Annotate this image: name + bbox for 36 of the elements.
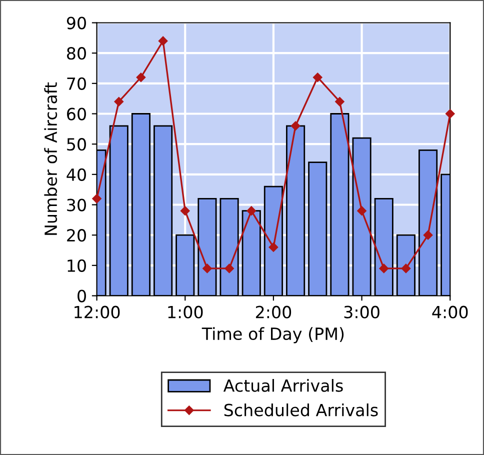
point bbox=[224, 264, 234, 274]
point bbox=[92, 194, 102, 204]
y-tick-label: 20 bbox=[67, 229, 86, 242]
y-tick-label: 90 bbox=[66, 16, 86, 30]
x-tick-label: 4:00 bbox=[432, 306, 468, 318]
y-tick-label: 0 bbox=[78, 290, 86, 302]
y-tick-label: 40 bbox=[66, 168, 86, 181]
point bbox=[313, 72, 322, 82]
x-tick-label: 12:00 bbox=[74, 306, 120, 318]
point bbox=[136, 72, 146, 82]
x-axis-title: Time of Day (PM) bbox=[202, 327, 344, 344]
legend-label: Actual Arrivals bbox=[223, 379, 343, 392]
y-tick-label: 60 bbox=[67, 108, 86, 120]
point bbox=[114, 96, 124, 106]
legend-label: Scheduled Arrivals bbox=[224, 403, 378, 416]
x-tick-label: 3:00 bbox=[344, 306, 380, 318]
point bbox=[202, 264, 212, 274]
y-tick-label: 10 bbox=[68, 259, 86, 272]
point bbox=[290, 121, 300, 131]
y-tick-label: 50 bbox=[67, 138, 86, 151]
y-tick-label: 80 bbox=[67, 47, 86, 60]
x-tick-label: 2:00 bbox=[256, 306, 292, 318]
y-tick-label: 70 bbox=[67, 77, 86, 90]
x-tick-label: 1:00 bbox=[168, 306, 203, 318]
y-axis-title: Number of Aircraft bbox=[44, 82, 58, 235]
point bbox=[445, 109, 455, 118]
point bbox=[423, 230, 433, 240]
point bbox=[379, 264, 388, 274]
point bbox=[335, 96, 344, 106]
y-tick-label: 30 bbox=[67, 198, 86, 212]
point bbox=[158, 36, 168, 46]
point bbox=[246, 206, 256, 216]
point bbox=[357, 206, 366, 216]
point bbox=[268, 242, 278, 252]
point bbox=[180, 206, 190, 216]
point bbox=[401, 264, 411, 274]
